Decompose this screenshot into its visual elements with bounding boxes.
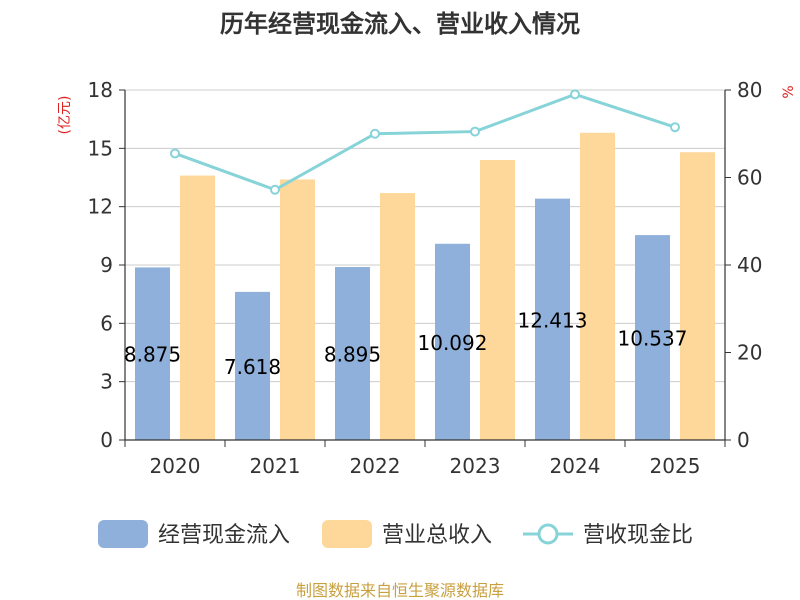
- cash-inflow-bar: [235, 291, 270, 440]
- revenue-bar: [480, 160, 515, 440]
- x-tick-label: 2024: [550, 454, 601, 478]
- revenue-bar: [280, 179, 315, 440]
- bar-value-label: 8.895: [324, 343, 381, 367]
- bar-value-label: 7.618: [224, 355, 281, 379]
- ratio-line-point: [270, 184, 280, 195]
- y-left-tick-label: 12: [88, 195, 113, 219]
- cash-inflow-bar: [535, 198, 570, 440]
- x-tick-label: 2022: [350, 454, 401, 478]
- legend-swatch-revenue: [322, 520, 372, 548]
- bar-value-label: 12.413: [518, 308, 588, 332]
- ratio-line-point: [370, 128, 380, 139]
- y-right-tick-label: 60: [737, 166, 762, 190]
- y-right-tick-label: 20: [737, 341, 762, 365]
- revenue-bar: [680, 152, 715, 440]
- cash-inflow-bar: [635, 235, 670, 440]
- y-left-unit-label: (亿元): [57, 96, 73, 135]
- bar-labels: 8.875 7.618 8.895 10.092 12.413 10.537: [124, 308, 688, 379]
- ratio-line: [170, 89, 680, 195]
- revenue-bar: [580, 132, 615, 440]
- ratio-line-point: [170, 148, 180, 159]
- bar-value-label: 10.537: [618, 327, 688, 351]
- revenue-bar: [180, 175, 215, 441]
- y-left-tick-label: 15: [88, 136, 113, 160]
- legend-label-revenue: 营业总收入: [382, 523, 492, 548]
- legend-swatch-cash-inflow: [98, 520, 148, 548]
- y-left-tick-label: 9: [100, 253, 113, 277]
- y-right-tick-label: 40: [737, 253, 762, 277]
- chart-title: 历年经营现金流入、营业收入情况: [220, 10, 580, 38]
- cash-inflow-bar: [135, 267, 170, 440]
- cash-inflow-bar: [335, 267, 370, 440]
- x-tick-label: 2023: [450, 454, 501, 478]
- y-left-tick-label: 6: [100, 311, 113, 335]
- source-note: 制图数据来自恒生聚源数据库: [296, 581, 504, 600]
- y-right-tick-label: 80: [737, 78, 762, 102]
- legend: 经营现金流入 营业总收入 营收现金比: [98, 520, 693, 548]
- y-left-tick-label: 0: [100, 428, 113, 452]
- legend-label-cash-inflow: 经营现金流入: [158, 523, 290, 548]
- y-left-tick-label: 18: [88, 78, 113, 102]
- cash-inflow-bar: [435, 243, 470, 440]
- bars: [135, 132, 715, 441]
- x-tick-label: 2025: [650, 454, 701, 478]
- ratio-line-path: [174, 92, 676, 192]
- y-right-unit-label: %: [781, 85, 797, 98]
- ratio-line-point: [670, 122, 680, 133]
- legend-swatch-ratio-marker: [537, 523, 559, 545]
- ratio-line-point: [470, 126, 480, 137]
- ratio-line-point: [570, 89, 580, 100]
- x-tick-label: 2020: [150, 454, 201, 478]
- legend-label-ratio: 营收现金比: [583, 523, 693, 548]
- revenue-bar: [380, 193, 415, 440]
- x-tick-label: 2021: [250, 454, 301, 478]
- y-left-tick-label: 3: [100, 370, 113, 394]
- y-right-tick-label: 0: [737, 428, 750, 452]
- bar-value-label: 10.092: [418, 331, 488, 355]
- bar-value-label: 8.875: [124, 343, 181, 367]
- axes: 0 3 6 9 12 15 18 0 20 40 60 80 2020 2021 2022 2023 2024 2…: [88, 78, 763, 478]
- grid-lines: [125, 89, 725, 441]
